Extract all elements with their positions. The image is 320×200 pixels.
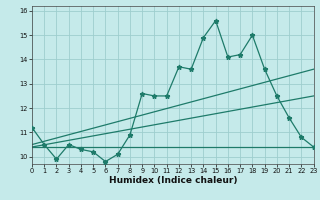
X-axis label: Humidex (Indice chaleur): Humidex (Indice chaleur): [108, 176, 237, 185]
